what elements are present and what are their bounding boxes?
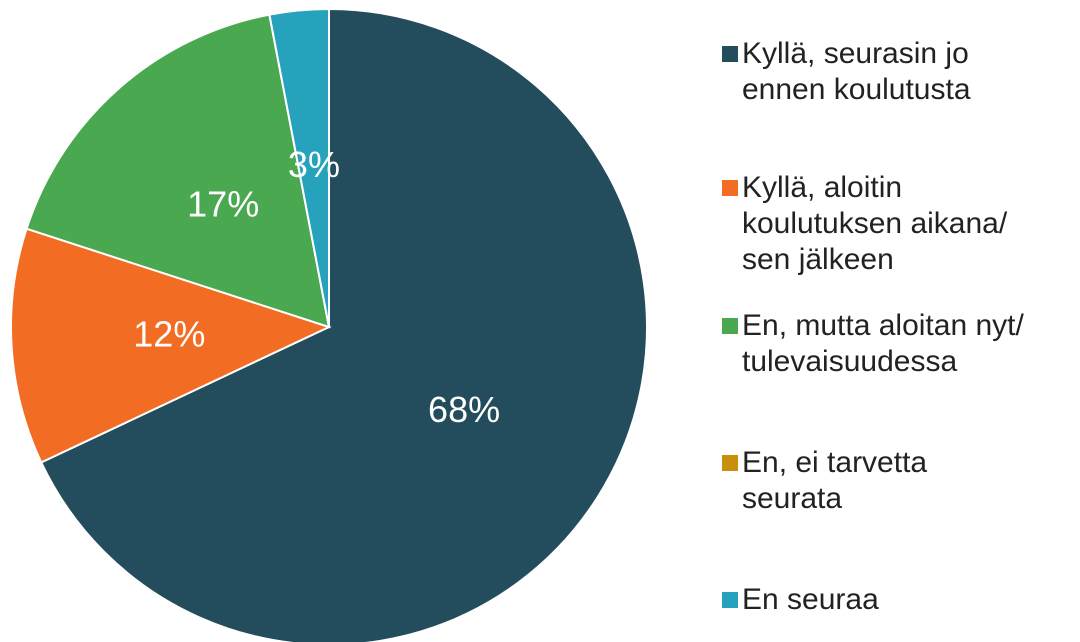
legend-swatch	[722, 180, 738, 196]
data-label: 68%	[428, 389, 500, 430]
legend-item: Kyllä, aloitin koulutuksen aikana/ sen j…	[722, 170, 1042, 278]
data-label: 3%	[288, 144, 340, 185]
pie-area: 68% 12% 17% 3%	[10, 7, 648, 642]
legend-label: Kyllä, aloitin koulutuksen aikana/ sen j…	[742, 171, 1008, 276]
legend-label: Kyllä, seurasin jo ennen koulutusta	[742, 37, 971, 106]
legend-swatch	[722, 318, 738, 334]
legend-swatch	[722, 455, 738, 471]
legend-swatch	[722, 592, 738, 608]
legend-label: En seuraa	[742, 583, 879, 616]
pie-slice	[25, 13, 331, 329]
legend-label: En, ei tarvetta seurata	[742, 446, 928, 515]
data-label: 17%	[187, 183, 259, 224]
pie-slice	[268, 7, 330, 328]
legend-item: En, mutta aloitan nyt/ tulevaisuudessa	[722, 308, 1042, 380]
pie-slice	[39, 7, 648, 642]
legend-item: En, ei tarvetta seurata	[722, 445, 1042, 517]
data-label: 12%	[133, 314, 205, 355]
legend-item: En seuraa	[722, 582, 1042, 618]
pie-slice	[10, 227, 332, 464]
legend-swatch	[722, 46, 738, 62]
legend-label: En, mutta aloitan nyt/ tulevaisuudessa	[742, 309, 1024, 378]
legend-item: Kyllä, seurasin jo ennen koulutusta	[722, 36, 1042, 108]
